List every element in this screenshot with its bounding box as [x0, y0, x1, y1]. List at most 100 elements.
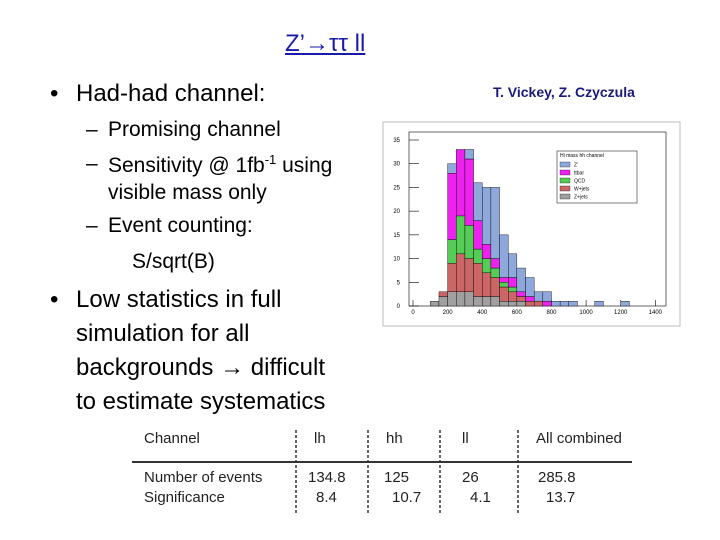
histogram-bar: [456, 291, 466, 307]
legend-title: Hi mass hh channel: [560, 153, 604, 159]
histogram-bar: [533, 301, 544, 307]
y-tick-label: 5: [397, 280, 401, 286]
histogram-bar: [438, 296, 448, 307]
histogram-bar: [508, 286, 518, 292]
bullet-line: to estimate systematics: [76, 388, 326, 415]
histogram-bar: [490, 258, 500, 269]
slide-title: Z’→ττ ll: [285, 30, 366, 57]
histogram-bar: [482, 296, 492, 307]
sub-bullet-cont: visible mass only: [108, 181, 267, 204]
dash: –: [86, 118, 98, 141]
histogram-bar: [430, 301, 440, 307]
x-tick-label: 1400: [649, 310, 663, 316]
histogram-bar: [482, 187, 492, 245]
histogram-bar: [525, 296, 535, 302]
legend-label: Z+jets: [574, 195, 588, 201]
histogram-bar: [542, 291, 552, 302]
histogram-bar: [620, 301, 630, 307]
histogram-bar: [551, 301, 561, 307]
sub-bullet: Event counting:: [108, 214, 253, 237]
legend-label: W+jets: [574, 187, 590, 193]
histogram-bar: [473, 296, 483, 307]
histogram-bar: [447, 291, 457, 307]
x-tick-label: 600: [512, 310, 523, 316]
histogram-bar: [490, 187, 500, 259]
sub-bullet: Promising channel: [108, 118, 281, 141]
histogram-bar: [482, 272, 492, 297]
histogram-bar: [559, 301, 569, 307]
bullet: Had-had channel:: [76, 80, 266, 107]
legend-label: Z’: [574, 163, 578, 169]
x-tick-label: 200: [443, 310, 454, 316]
histogram-bar: [594, 301, 604, 307]
y-tick-label: 35: [393, 138, 400, 144]
legend-box: [556, 150, 638, 204]
histogram-bar: [464, 258, 474, 292]
table-header: All combined: [536, 430, 622, 447]
histogram-bar: [447, 163, 457, 174]
histogram-bar: [499, 234, 509, 278]
table-header: lh: [314, 430, 326, 447]
legend-swatch: [559, 169, 571, 176]
histogram-bar: [516, 296, 526, 302]
histogram-bar: [525, 277, 535, 297]
y-tick-label: 15: [393, 233, 400, 239]
histogram-bar: [447, 172, 457, 240]
histogram-bar: [542, 301, 552, 307]
x-tick-label: 1000: [579, 310, 593, 316]
table-cell: 125: [384, 469, 410, 486]
histogram-bar: [456, 215, 466, 255]
bullet-line: backgrounds → difficult: [76, 354, 326, 381]
table-cell: 10.7: [392, 489, 422, 506]
table-cell: 8.4: [316, 489, 337, 506]
x-tick-label: 800: [546, 310, 557, 316]
table-header: hh: [386, 430, 403, 447]
table-cell: 13.7: [546, 489, 576, 506]
y-tick-label: 0: [397, 304, 401, 310]
histogram-bar: [508, 301, 518, 307]
text: using: [282, 154, 333, 177]
legend-swatch: [559, 185, 571, 192]
histogram-bar: [447, 239, 457, 264]
histogram-bar: [473, 220, 483, 250]
histogram-bar: [490, 267, 500, 278]
bullet-line: Low statistics in full: [76, 286, 282, 313]
x-tick-label: 1200: [614, 310, 628, 316]
sub-bullet-cont: S/sqrt(B): [132, 250, 215, 273]
histogram-bar: [482, 258, 492, 274]
histogram-bar: [482, 244, 492, 259]
y-tick-label: 10: [393, 257, 400, 263]
histogram-bar: [456, 253, 466, 292]
histogram-bar: [525, 301, 535, 307]
table-cell: 4.1: [470, 489, 491, 506]
histogram-bar: [508, 277, 518, 288]
table-cell: 134.8: [308, 469, 346, 486]
table-header: Channel: [144, 430, 200, 447]
histogram-bar: [499, 277, 509, 283]
x-tick-label: 0: [411, 310, 415, 316]
histogram-bar: [508, 291, 518, 302]
legend-label: QCD: [574, 179, 586, 185]
bullet-line: simulation for all: [76, 320, 250, 347]
legend-swatch: [559, 161, 571, 168]
x-tick-label: 400: [477, 310, 488, 316]
histogram-bar: [490, 277, 500, 297]
histogram-bar: [464, 158, 474, 226]
table-cell: Significance: [144, 489, 225, 506]
table-cell: 285.8: [538, 469, 576, 486]
histogram-bar: [516, 267, 526, 292]
histogram-bar: [464, 291, 474, 307]
histogram-bar: [568, 301, 578, 307]
bullet-dot: •: [50, 286, 59, 313]
legend-swatch: [559, 193, 571, 200]
histogram-bar: [464, 225, 474, 259]
histogram-bar: [499, 301, 509, 307]
histogram-bar: [533, 291, 544, 302]
histogram-bar: [516, 291, 526, 297]
table-cell: 26: [462, 469, 479, 486]
table-cell: Number of events: [144, 469, 263, 486]
histogram-bar: [456, 149, 466, 217]
histogram-bar: [438, 291, 448, 297]
dash: –: [86, 214, 98, 237]
